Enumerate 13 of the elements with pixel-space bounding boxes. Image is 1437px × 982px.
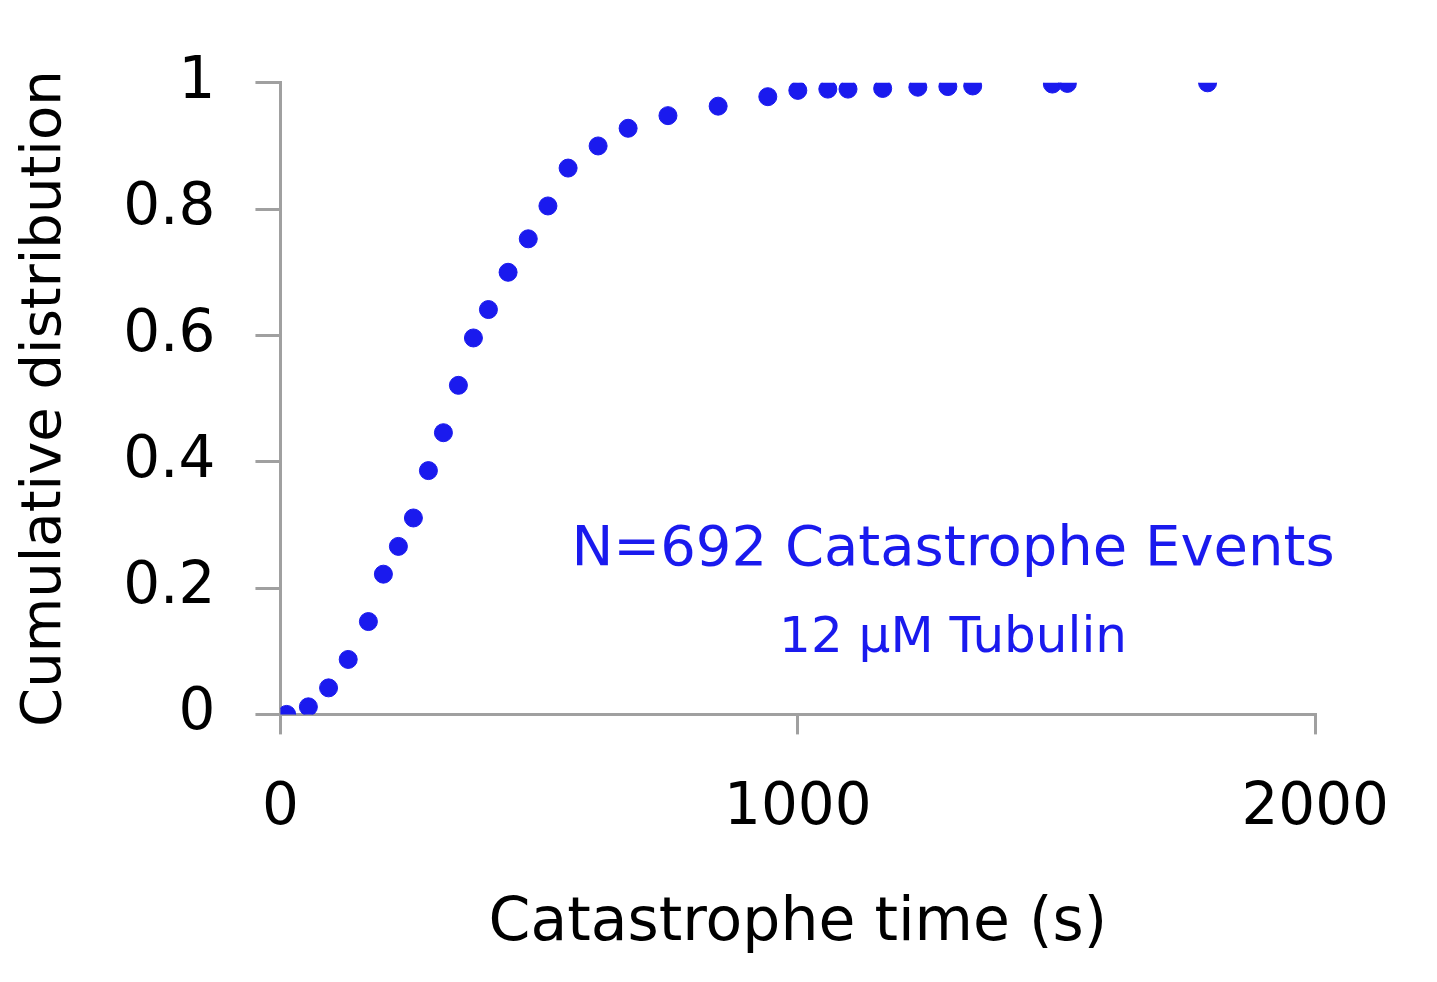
x-axis-title: Catastrophe time (s) bbox=[488, 883, 1108, 954]
y-tick-label: 0 bbox=[178, 675, 216, 744]
x-tick-label: 2000 bbox=[1241, 770, 1389, 839]
y-tick-label: 0.6 bbox=[123, 296, 216, 365]
y-tick-label: 0.2 bbox=[123, 549, 216, 618]
x-tick-label: 1000 bbox=[724, 770, 872, 839]
x-tick-label: 0 bbox=[261, 770, 299, 839]
annotation: 12 µM Tubulin bbox=[779, 605, 1127, 664]
annotation: N=692 Catastrophe Events bbox=[571, 512, 1335, 578]
y-axis-title: Cumulative distribution bbox=[8, 70, 74, 727]
y-tick-label: 0.8 bbox=[123, 170, 216, 239]
y-tick-label: 1 bbox=[178, 43, 216, 112]
y-tick-label: 0.4 bbox=[123, 422, 216, 491]
